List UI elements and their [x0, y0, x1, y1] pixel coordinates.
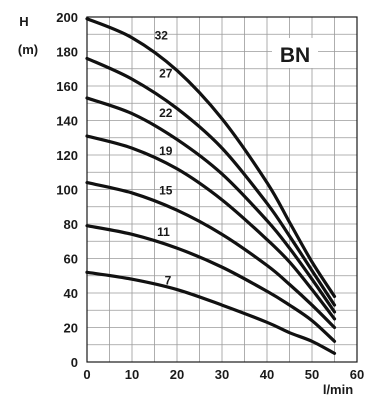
curve-label-15: 15 [159, 184, 173, 198]
x-tick-label: 40 [260, 367, 274, 382]
y-tick-label: 140 [56, 114, 78, 129]
curve-15 [85, 181, 337, 330]
curve-32 [85, 17, 337, 299]
y-axis-unit: (m) [18, 42, 38, 57]
x-tick-label: 20 [170, 367, 184, 382]
y-tick-label: 200 [56, 10, 78, 25]
brand-backdrop [272, 38, 318, 68]
y-tick-label: 40 [64, 286, 78, 301]
y-axis-ticks: 0 20 40 60 80 100 120 140 160 180 200 [56, 10, 78, 370]
curve-27 [85, 56, 337, 307]
x-tick-label: 10 [125, 367, 139, 382]
x-axis-ticks: 0 10 20 30 40 50 60 [83, 367, 364, 382]
y-tick-label: 120 [56, 148, 78, 163]
curve-label-27: 27 [159, 66, 173, 80]
x-tick-label: 0 [83, 367, 90, 382]
plot-frame [86, 16, 358, 363]
curve-label-32: 32 [155, 28, 169, 42]
y-tick-label: 0 [71, 355, 78, 370]
y-tick-label: 160 [56, 79, 78, 94]
chart-title: BN [280, 44, 310, 67]
curve-19 [85, 134, 337, 321]
y-tick-label: 80 [64, 217, 78, 232]
curve-label-22: 22 [159, 106, 173, 120]
x-tick-label: 50 [305, 367, 319, 382]
x-axis-label: l/min [323, 382, 353, 397]
y-axis-symbol: H [19, 14, 28, 29]
y-tick-label: 180 [56, 45, 78, 60]
curve-label-7: 7 [165, 273, 172, 287]
x-tick-label: 60 [350, 367, 364, 382]
curve-label-11: 11 [157, 225, 170, 239]
curve-labels: 32 27 22 19 15 11 7 [155, 28, 173, 287]
curve-22 [85, 96, 337, 314]
curve-label-19: 19 [159, 144, 173, 158]
performance-curves [85, 17, 337, 355]
y-tick-label: 20 [64, 321, 78, 336]
curve-7 [85, 270, 337, 355]
curve-11 [85, 224, 337, 343]
x-tick-label: 30 [215, 367, 229, 382]
y-tick-label: 60 [64, 252, 78, 267]
y-tick-label: 100 [56, 183, 78, 198]
